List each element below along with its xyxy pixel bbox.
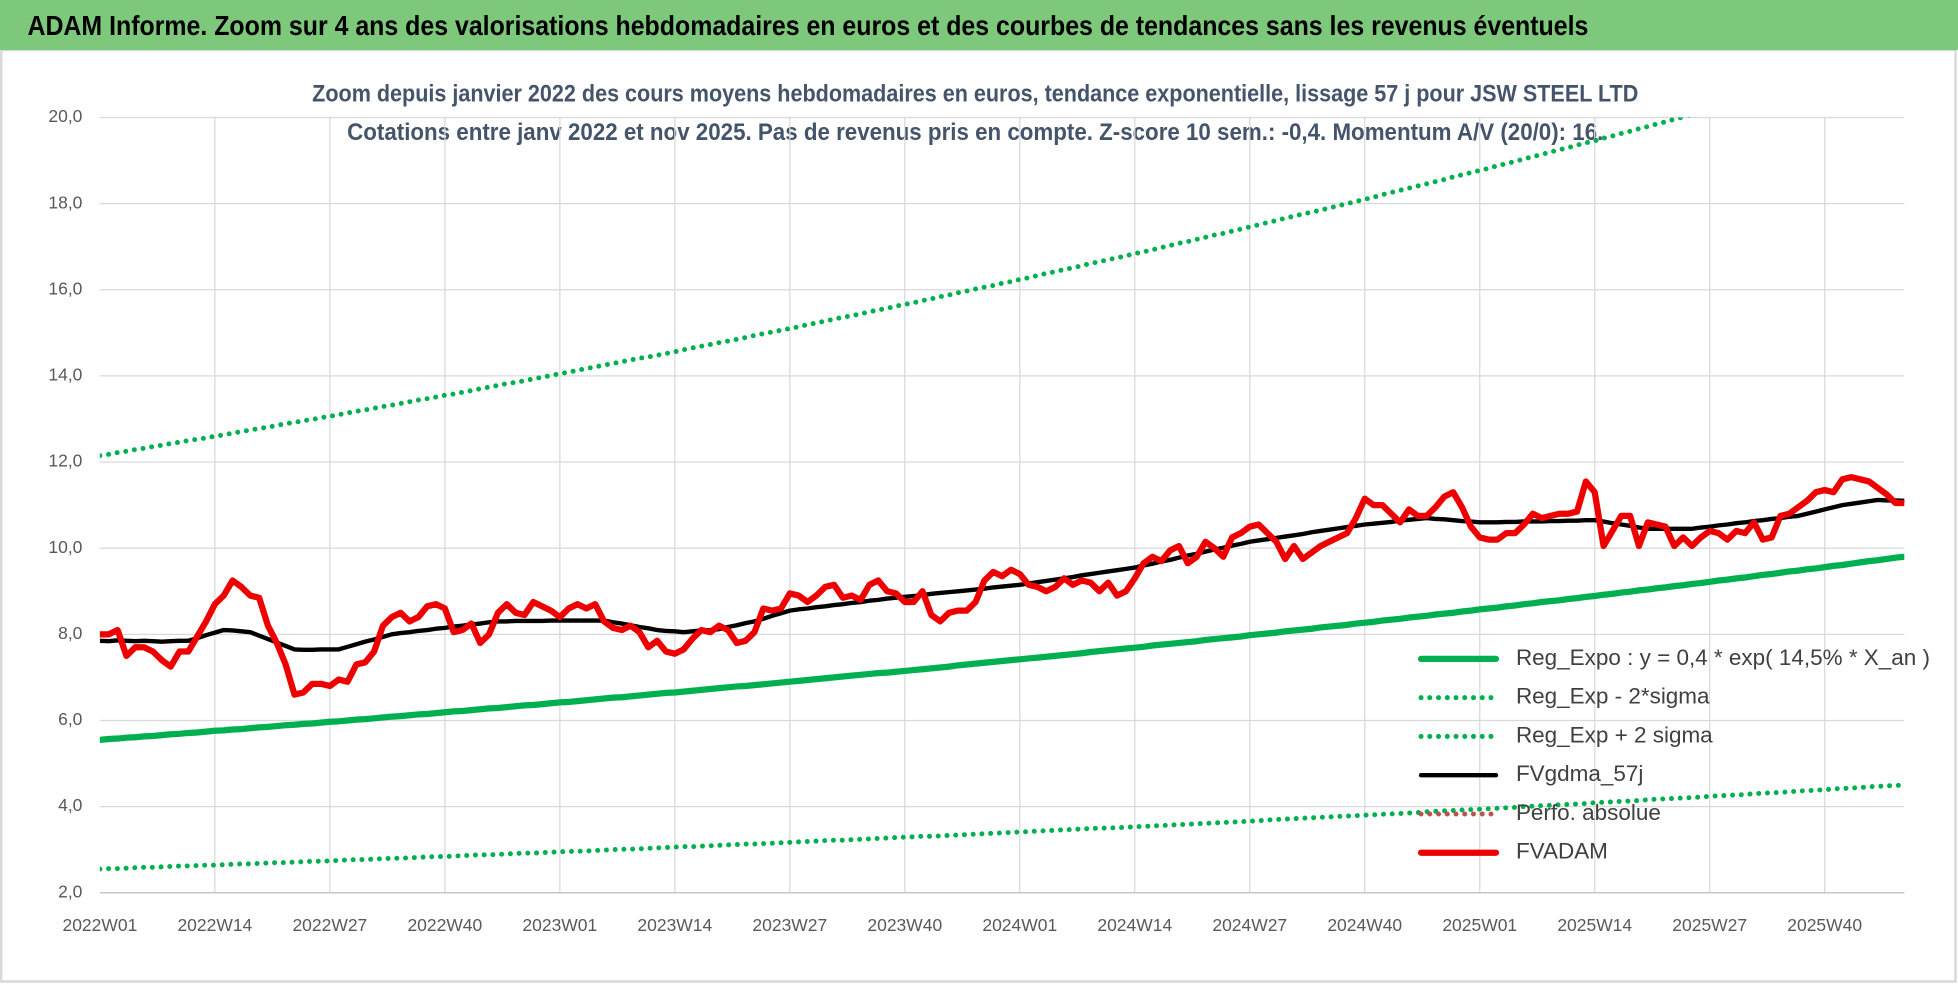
x-tick-label: 2025W27	[1672, 915, 1747, 935]
y-tick-label: 8,0	[58, 623, 83, 643]
x-tick-label: 2024W14	[1097, 915, 1172, 935]
legend-label: Perfo. absolue	[1516, 800, 1661, 825]
header-bar	[0, 0, 1958, 51]
series-line	[99, 782, 1905, 872]
x-tick-label: 2022W14	[177, 915, 252, 935]
legend-label: Reg_Expo : y = 0,4 * exp( 14,5% * X_an )	[1516, 645, 1930, 670]
x-tick-label: 2024W01	[982, 915, 1057, 935]
x-tick-label: 2022W01	[62, 915, 137, 935]
series-line	[99, 474, 1905, 698]
y-tick-label: 18,0	[48, 192, 82, 212]
x-tick-label: 2023W14	[637, 915, 712, 935]
y-tick-label: 2,0	[58, 881, 83, 901]
x-tick-label: 2022W40	[407, 915, 482, 935]
legend-label: Reg_Exp + 2 sigma	[1516, 722, 1713, 747]
chart-subtitle: Cotations entre janv 2022 et nov 2025. P…	[347, 120, 1603, 146]
series-line	[99, 497, 1905, 653]
x-tick-label: 2025W01	[1442, 915, 1517, 935]
legend-label: Reg_Exp - 2*sigma	[1516, 684, 1710, 709]
y-tick-label: 12,0	[48, 451, 82, 471]
x-tick-label: 2024W27	[1212, 915, 1287, 935]
x-tick-label: 2024W40	[1327, 915, 1402, 935]
legend-label: FVgdma_57j	[1516, 761, 1643, 786]
y-tick-label: 4,0	[58, 795, 83, 815]
x-tick-label: 2023W01	[522, 915, 597, 935]
x-tick-label: 2025W14	[1557, 915, 1632, 935]
chart-title: ADAM Informe. Zoom sur 4 ans des valoris…	[27, 10, 1588, 41]
y-tick-label: 14,0	[48, 365, 82, 385]
legend-label: FVADAM	[1516, 839, 1608, 864]
y-tick-label: 6,0	[58, 709, 83, 729]
chart-subtitle: Zoom depuis janvier 2022 des cours moyen…	[312, 81, 1638, 107]
x-tick-label: 2025W40	[1787, 915, 1862, 935]
x-tick-label: 2023W27	[752, 915, 827, 935]
series-line	[99, 553, 1905, 743]
series-line	[99, 117, 1691, 459]
y-tick-label: 10,0	[48, 537, 82, 557]
x-tick-label: 2022W27	[292, 915, 367, 935]
y-tick-label: 20,0	[48, 106, 82, 126]
y-tick-label: 16,0	[48, 278, 82, 298]
x-tick-label: 2023W40	[867, 915, 942, 935]
plot-area	[99, 117, 1905, 872]
